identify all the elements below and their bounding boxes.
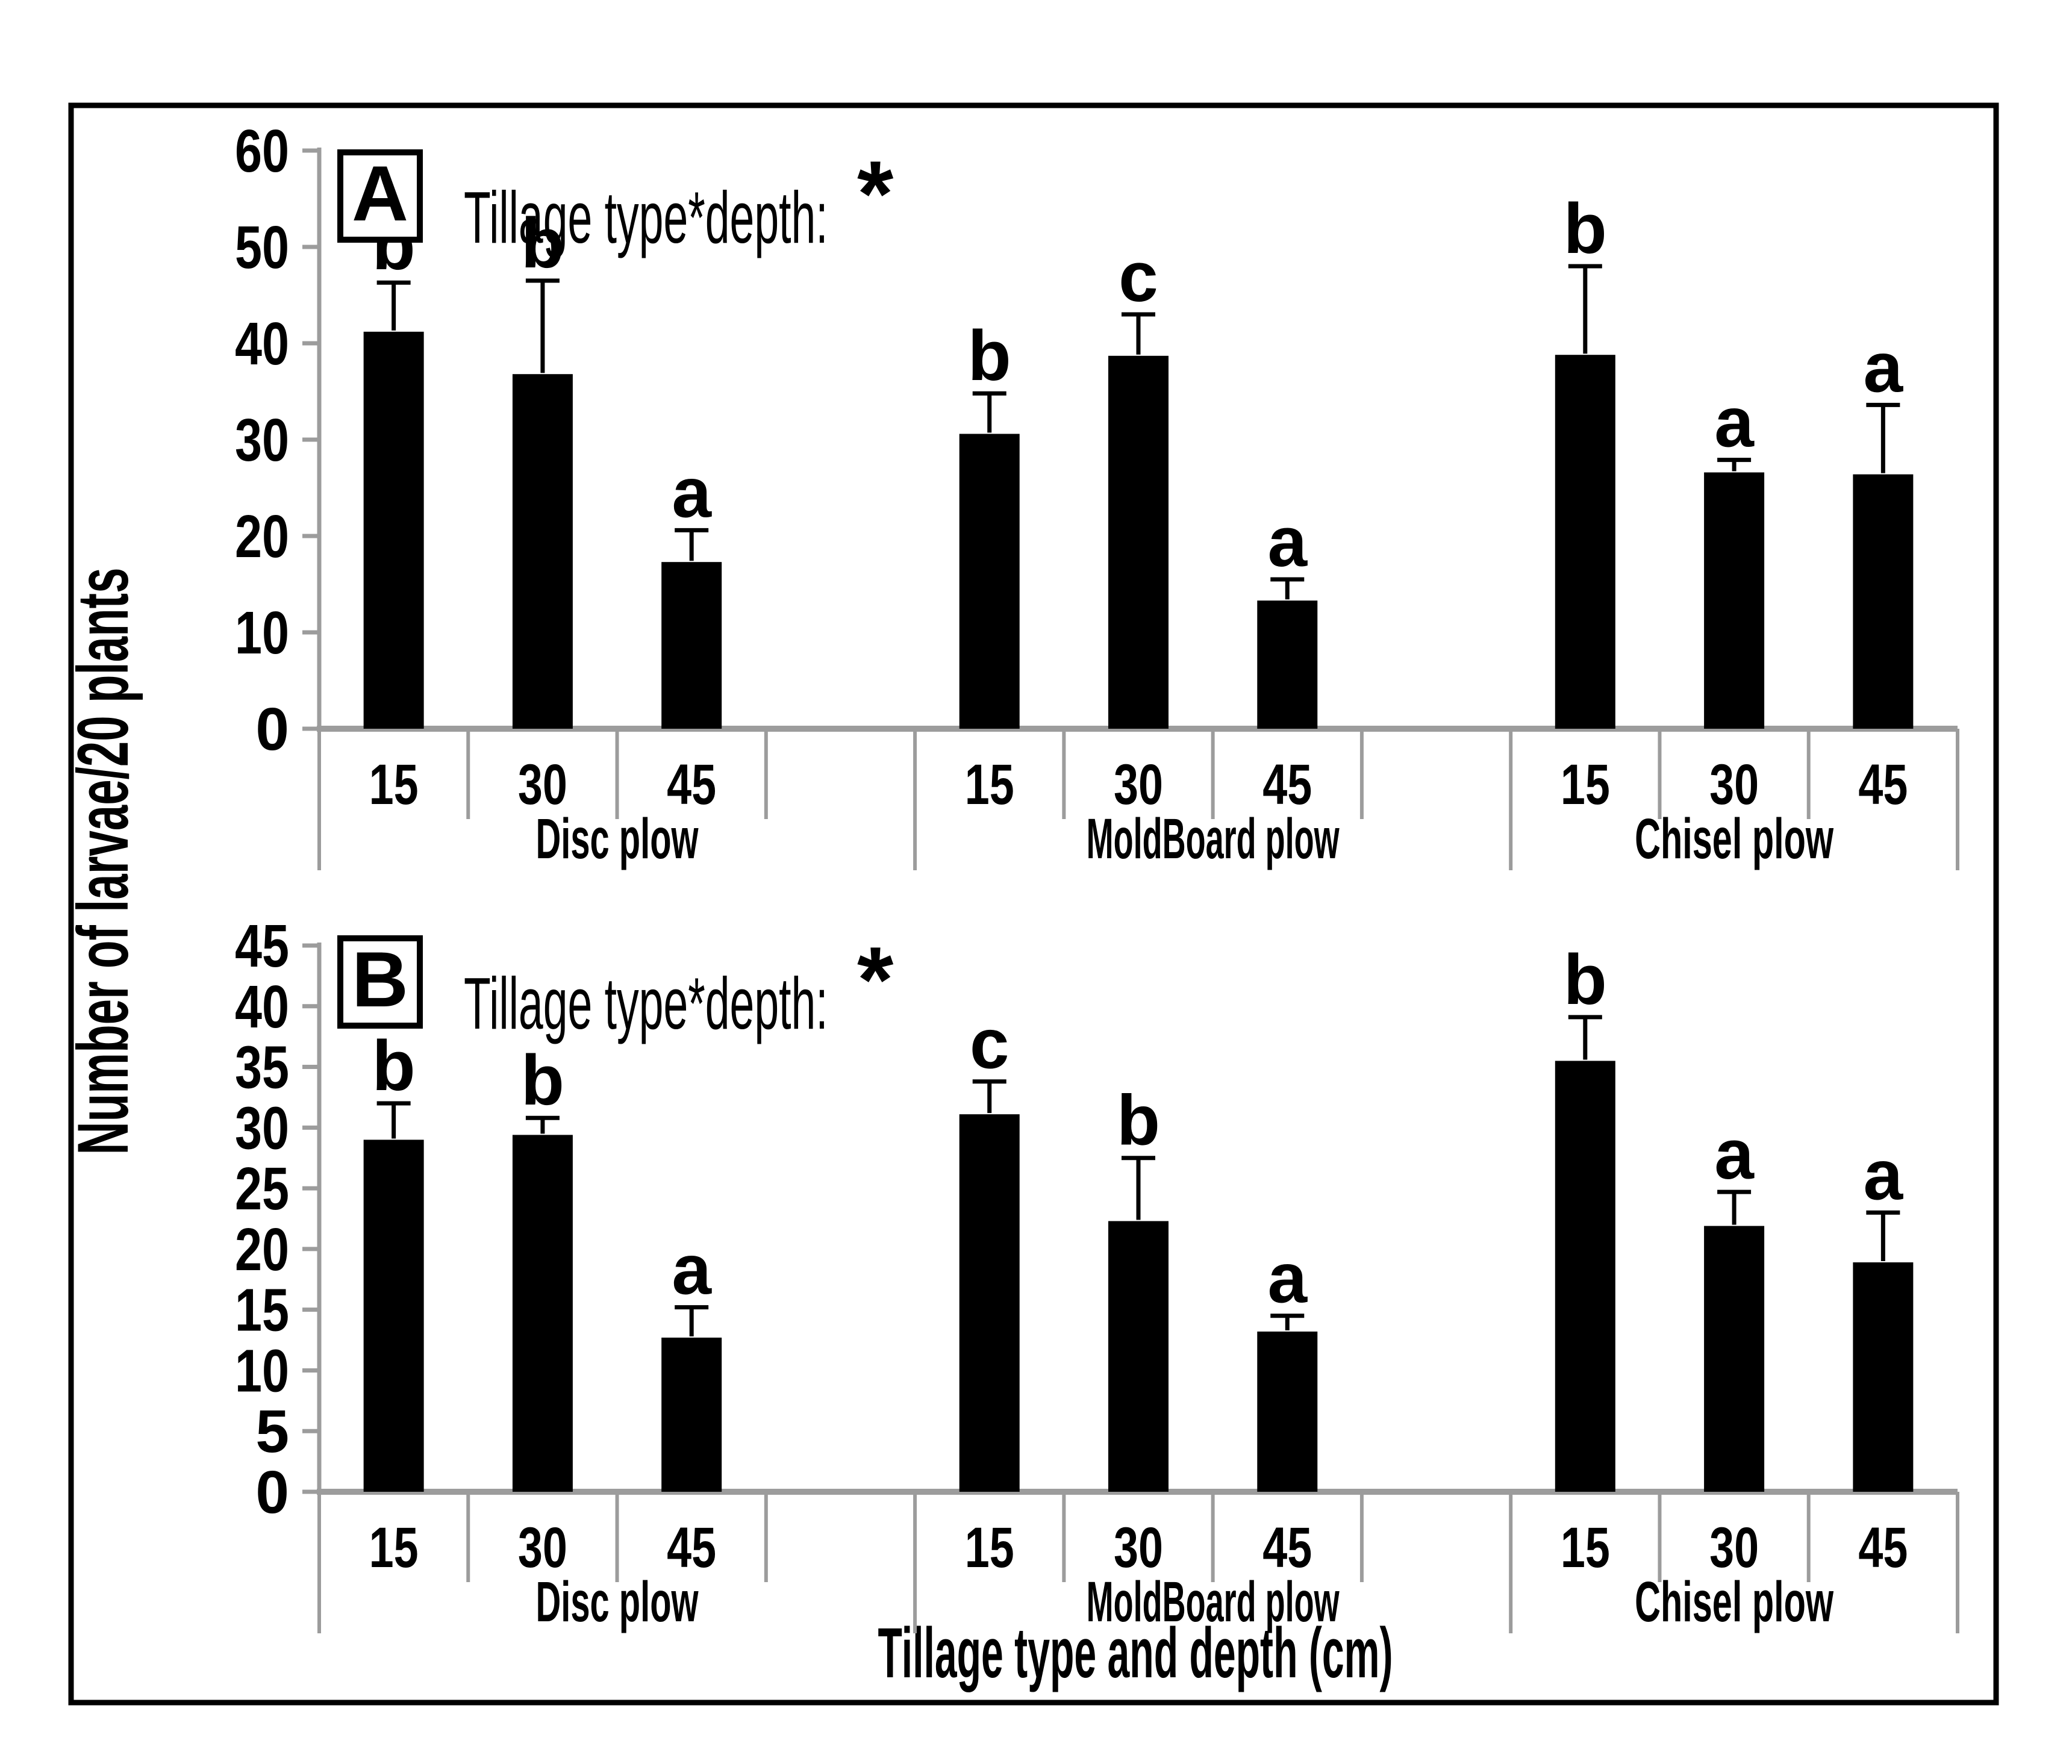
significance-letter: b [521,204,564,283]
panel-letter: B [352,935,408,1023]
group-label: MoldBoard plow [1087,807,1340,871]
depth-label: 15 [369,753,419,817]
significance-letter: b [968,316,1011,396]
y-tick-label: 45 [235,912,289,980]
depth-label: 30 [518,1516,567,1580]
y-tick-label: 20 [235,1216,289,1283]
group-label: Chisel plow [1635,807,1834,871]
panel-letter-box [337,149,423,243]
bar [1853,1262,1914,1492]
significance-letter: a [1267,1239,1308,1318]
significance-letter: a [1864,328,1904,407]
depth-label: 45 [1262,1516,1312,1580]
x-axis-title: Tillage type and depth (cm) [878,1613,1393,1693]
significance-letter: b [1564,940,1607,1020]
y-tick-label: 20 [235,503,289,570]
y-tick-label: 30 [235,1094,289,1162]
y-tick-label: 5 [255,1398,289,1465]
panel-title: Tillage type*depth: * [464,927,894,1044]
y-tick-label: 10 [235,599,289,667]
bar [1704,472,1765,729]
significance-letter: a [1714,1115,1755,1194]
significance-letter: b [1564,189,1607,269]
significance-letter: c [1119,237,1158,317]
panel-letter: A [352,149,408,237]
depth-label: 30 [1709,1516,1759,1580]
bar [1853,474,1914,729]
y-axis-title: Number of larvae/20 plants [63,568,143,1155]
bar [363,1139,424,1492]
significance-letter: a [672,453,712,532]
depth-label: 15 [965,753,1014,817]
bar [512,374,573,729]
bar [959,434,1020,729]
y-tick-label: 40 [235,973,289,1041]
depth-label: 15 [1561,753,1610,817]
bar [661,1338,722,1492]
depth-label: 30 [1114,1516,1163,1580]
bar [661,562,722,729]
significance-letter: b [1117,1081,1160,1161]
group-label: MoldBoard plow [1087,1570,1340,1634]
depth-label: 15 [965,1516,1014,1580]
y-tick-label: 30 [235,407,289,474]
bar [1108,1221,1169,1492]
significance-letter: a [1714,383,1755,463]
group-label: Disc plow [536,1570,699,1634]
bar [1704,1226,1765,1492]
depth-label: 15 [369,1516,419,1580]
bar [1555,355,1615,729]
y-tick-label: 15 [235,1277,289,1344]
bar [1257,600,1318,729]
y-tick-label: 10 [235,1337,289,1404]
significance-letter: a [672,1230,712,1310]
bar [1257,1331,1318,1492]
bar [1108,355,1169,729]
y-tick-label: 40 [235,310,289,378]
significance-letter: c [970,1005,1009,1084]
depth-label: 30 [1114,753,1163,817]
bar [959,1114,1020,1492]
depth-label: 45 [1858,1516,1908,1580]
y-tick-label: 60 [235,117,289,185]
group-label: Disc plow [536,807,699,871]
significance-letter: a [1864,1135,1904,1215]
group-label: Chisel plow [1635,1570,1834,1634]
y-tick-label: 0 [255,1459,289,1526]
depth-label: 45 [667,1516,716,1580]
significance-letter: b [372,1026,416,1106]
depth-label: 30 [1709,753,1759,817]
significance-letter: b [521,1041,564,1120]
depth-label: 15 [1561,1516,1610,1580]
depth-label: 45 [1262,753,1312,817]
significance-letter: a [1267,502,1308,582]
bar [363,331,424,729]
y-tick-label: 35 [235,1034,289,1102]
y-tick-label: 25 [235,1155,289,1223]
bar [1555,1061,1615,1492]
y-tick-label: 50 [235,214,289,281]
depth-label: 45 [667,753,716,817]
y-tick-label: 0 [255,696,289,763]
panel-letter-box [337,935,423,1029]
panel-A: 60 50 40 30 20 10 0 Disc plow 15 b 30 b 45 a MoldBoard… [235,117,1959,871]
depth-label: 45 [1858,753,1908,817]
depth-label: 30 [518,753,567,817]
panel-title: Tillage type*depth: * [464,142,894,258]
bar [512,1135,573,1492]
